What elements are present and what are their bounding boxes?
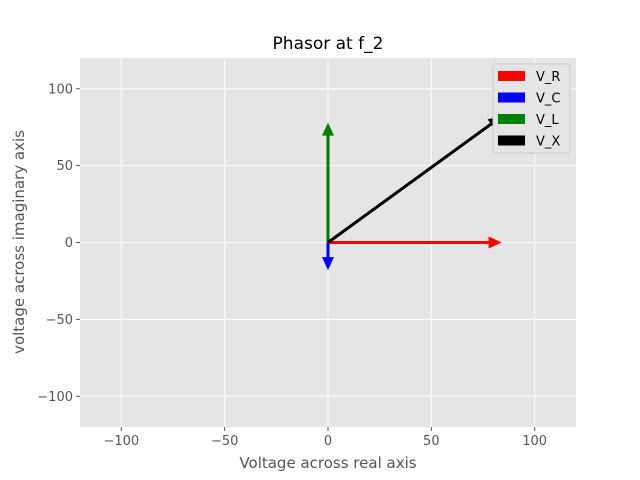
x-axis-ticks: −100 −50 0 50 100 — [103, 427, 547, 449]
legend-swatch — [498, 114, 525, 124]
legend-box — [492, 63, 571, 154]
x-axis-label: Voltage across real axis — [239, 454, 416, 472]
legend-label: V_X — [536, 135, 560, 150]
legend-swatch — [498, 135, 525, 146]
legend-swatch — [498, 92, 525, 103]
legend-swatch — [498, 71, 525, 81]
legend: V_R V_C V_L V_X — [492, 63, 571, 154]
y-tick-label: −100 — [37, 390, 73, 405]
y-tick-label: −50 — [46, 313, 73, 328]
phasor-v-l — [322, 122, 334, 243]
x-tick-label: −100 — [103, 434, 139, 449]
x-tick-label: 0 — [324, 434, 332, 449]
legend-label: V_L — [536, 113, 559, 128]
x-tick-label: −50 — [211, 434, 238, 449]
y-axis-label: voltage across imaginary axis — [10, 130, 28, 354]
phasor-v-c — [322, 242, 334, 271]
legend-label: V_R — [536, 70, 560, 85]
y-tick-label: 50 — [56, 159, 73, 174]
phasor-v-r — [328, 236, 502, 249]
x-tick-label: 50 — [423, 434, 440, 449]
y-tick-label: 0 — [65, 236, 73, 251]
y-tick-label: 100 — [48, 82, 73, 97]
legend-label: V_C — [536, 92, 560, 107]
chart-title: Phasor at f_2 — [273, 34, 384, 54]
x-tick-label: 100 — [522, 434, 547, 449]
y-axis-ticks: −100 −50 0 50 100 — [37, 82, 80, 405]
